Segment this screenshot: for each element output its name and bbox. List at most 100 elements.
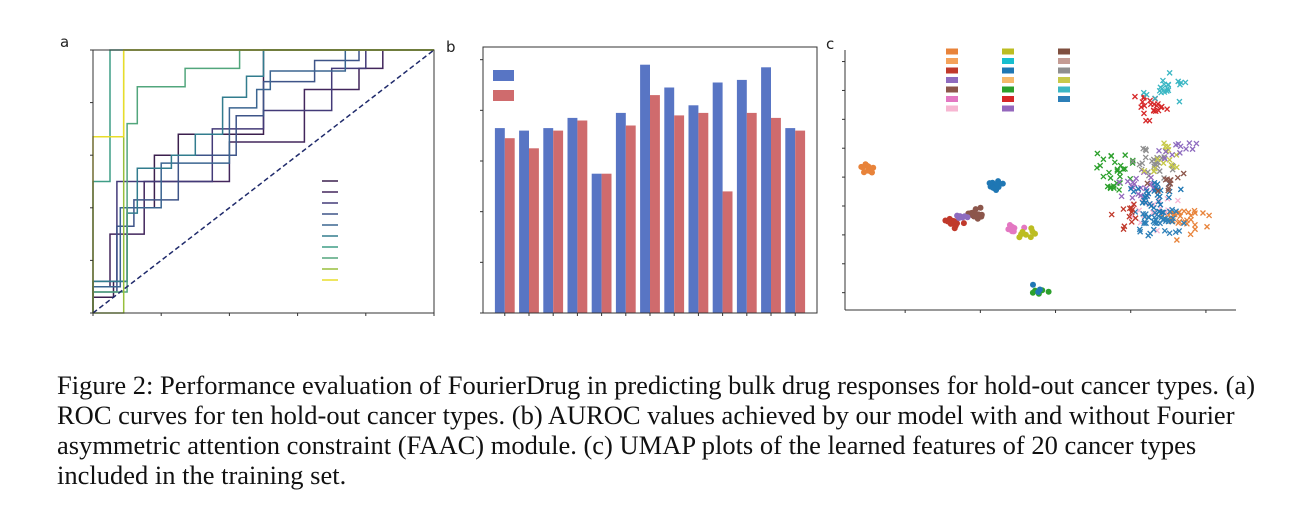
roc-chart bbox=[90, 49, 435, 316]
panel-label-c: c bbox=[826, 35, 834, 53]
roc-legend bbox=[322, 180, 338, 281]
point-response1-dlbc bbox=[1155, 198, 1162, 205]
point-response1-meso bbox=[1175, 78, 1182, 85]
legend-swatch bbox=[946, 86, 958, 93]
legend-swatch bbox=[946, 105, 958, 112]
point-response1-laml bbox=[1118, 193, 1125, 200]
point-response1-luad bbox=[1192, 210, 1198, 217]
legend-swatch bbox=[493, 70, 514, 81]
point-response0-coread bbox=[977, 204, 984, 211]
bar-blca-without-faac bbox=[795, 130, 806, 313]
point-response1-paad bbox=[1110, 185, 1117, 192]
legend-swatch bbox=[946, 67, 958, 74]
point-response1-paad bbox=[1094, 150, 1101, 157]
point-response1-kirc bbox=[1141, 102, 1148, 109]
point-response1-blca bbox=[1172, 229, 1179, 236]
point-response1-lgg bbox=[1161, 140, 1167, 147]
bar-ov-with-faac bbox=[615, 112, 626, 314]
legend-swatch bbox=[1002, 96, 1014, 102]
legend-swatch bbox=[1058, 48, 1070, 55]
point-response0-dlbc bbox=[999, 180, 1006, 187]
point-response1-luad bbox=[1204, 223, 1210, 230]
point-response1-brca bbox=[1176, 149, 1183, 156]
point-response0-dlbc bbox=[986, 180, 993, 187]
point-response1-luad bbox=[1181, 208, 1188, 215]
legend-swatch bbox=[946, 96, 958, 102]
point-response1-lgg bbox=[1141, 167, 1148, 174]
point-response1-coread bbox=[1164, 176, 1171, 183]
point-response1-lgg bbox=[1166, 156, 1173, 163]
point-response1-blca bbox=[1145, 214, 1152, 220]
bar-sclc-without-faac bbox=[529, 148, 539, 313]
point-response0-dlbc bbox=[990, 184, 997, 191]
bar-kirc-without-faac bbox=[698, 112, 709, 314]
bar-paad-without-faac bbox=[674, 115, 685, 314]
bar-meso-without-faac bbox=[771, 117, 781, 314]
legend-swatch bbox=[493, 90, 514, 101]
point-response1-paad bbox=[1108, 153, 1115, 160]
point-response1-luad bbox=[1192, 221, 1198, 228]
point-response1-meso bbox=[1140, 89, 1147, 96]
bar-luad-without-faac bbox=[504, 138, 515, 313]
point-response1-blca bbox=[1176, 227, 1183, 234]
point-response0-gbm bbox=[1019, 228, 1026, 235]
point-response1-brca bbox=[1189, 146, 1196, 153]
point-response1-blca bbox=[1143, 220, 1149, 227]
point-response1-lgg bbox=[1173, 164, 1180, 171]
point-response1-brca bbox=[1169, 151, 1176, 158]
point-response1-luad bbox=[1192, 226, 1199, 233]
point-response1-coread bbox=[1180, 170, 1187, 177]
point-response1-mm bbox=[1148, 158, 1155, 165]
point-response1-coread bbox=[1174, 174, 1181, 181]
roc-curve-hnsc bbox=[92, 49, 434, 313]
bar-nb-with-faac bbox=[640, 64, 650, 313]
point-response1-skcm bbox=[1128, 209, 1135, 216]
point-response1-blca bbox=[1166, 208, 1173, 215]
bar-hnsc-without-faac bbox=[577, 120, 588, 313]
roc-curve-coread bbox=[92, 49, 434, 313]
point-response1-brca bbox=[1186, 140, 1193, 146]
point-response1-lgg bbox=[1160, 160, 1167, 167]
bar-hnsc-with-faac bbox=[567, 117, 578, 314]
point-response1-kirc bbox=[1139, 98, 1146, 105]
point-response1-meso bbox=[1152, 95, 1159, 102]
bar-laml-without-faac bbox=[722, 191, 733, 313]
point-response1-blca bbox=[1147, 230, 1154, 237]
point-response1-coread bbox=[1165, 185, 1172, 192]
point-response1-dlbc bbox=[1146, 200, 1153, 207]
point-response1-luad bbox=[1185, 209, 1192, 216]
legend-swatch bbox=[946, 48, 958, 55]
point-response1-blca bbox=[1157, 220, 1164, 227]
point-response0-coread bbox=[974, 213, 981, 219]
point-response1-paad bbox=[1116, 173, 1123, 180]
point-response1-laml bbox=[1137, 192, 1144, 199]
point-response0-paad bbox=[1029, 289, 1036, 296]
point-response1-meso bbox=[1163, 88, 1170, 94]
point-response1-skcm bbox=[1108, 211, 1115, 218]
point-response1-kirc bbox=[1138, 104, 1145, 111]
point-response1-kirc bbox=[1150, 107, 1157, 114]
legend-swatch bbox=[946, 77, 958, 83]
point-response0-dlbc bbox=[1030, 281, 1036, 288]
point-response1-kirc bbox=[1147, 97, 1153, 104]
point-response1-brca bbox=[1193, 140, 1200, 147]
roc-plot-frame bbox=[92, 49, 435, 314]
umap-legend bbox=[946, 48, 1070, 112]
bar-ov-without-faac bbox=[625, 125, 636, 313]
legend-swatch bbox=[1058, 77, 1070, 83]
umap-points bbox=[858, 69, 1213, 297]
point-response1-mm bbox=[1161, 154, 1168, 160]
figure-caption: Figure 2: Performance evaluation of Four… bbox=[57, 370, 1256, 490]
legend-swatch bbox=[1002, 105, 1014, 112]
bar-legend bbox=[493, 70, 514, 101]
point-response1-mm bbox=[1142, 154, 1149, 161]
point-response0-gbm bbox=[1027, 234, 1034, 241]
point-response1-brca bbox=[1162, 148, 1169, 155]
panel-label-a: a bbox=[60, 33, 69, 51]
legend-swatch bbox=[1002, 58, 1014, 64]
point-response1-blca bbox=[1158, 214, 1165, 221]
legend-swatch bbox=[1002, 67, 1014, 74]
bar-nb-without-faac bbox=[650, 95, 660, 313]
point-response1-paad bbox=[1111, 159, 1118, 166]
legend-swatch bbox=[1002, 77, 1014, 83]
